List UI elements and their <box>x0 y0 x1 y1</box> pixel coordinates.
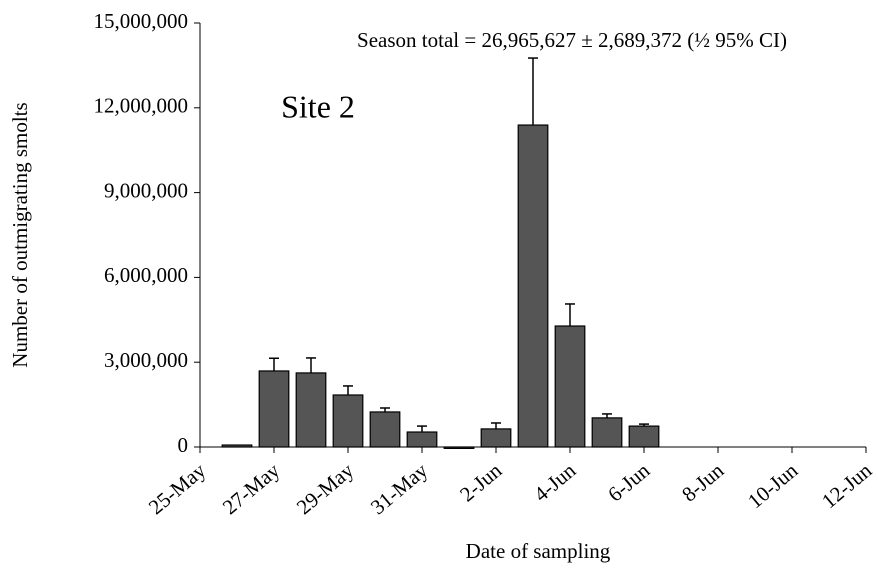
bar <box>332 394 364 448</box>
bar <box>443 446 475 450</box>
x-tick-label: 6-Jun <box>603 458 655 507</box>
x-tick-label: 12-Jun <box>817 458 877 513</box>
bar <box>517 124 549 448</box>
x-tick-label: 29-May <box>292 458 359 519</box>
x-tick-label: 27-May <box>218 458 285 519</box>
y-tick-label: 3,000,000 <box>104 348 188 372</box>
x-tick-label: 25-May <box>144 458 211 519</box>
y-tick-label: 15,000,000 <box>94 9 189 33</box>
y-tick-label: 12,000,000 <box>94 94 189 118</box>
bar <box>480 428 512 448</box>
y-tick-label: 6,000,000 <box>104 263 188 287</box>
x-tick-label: 8-Jun <box>677 458 729 507</box>
y-tick-label: 0 <box>178 433 189 457</box>
x-tick-label: 4-Jun <box>529 458 581 507</box>
bar <box>295 372 327 448</box>
bar <box>406 431 438 448</box>
bar <box>369 411 401 448</box>
x-tick-label: 31-May <box>366 458 433 519</box>
bar <box>591 417 623 448</box>
bar <box>628 425 660 448</box>
bar <box>221 444 253 448</box>
season-total: Season total = 26,965,627 ± 2,689,372 (½… <box>357 28 787 52</box>
site-label: Site 2 <box>281 88 355 124</box>
x-tick-label: 2-Jun <box>455 458 507 507</box>
y-axis-label: Number of outmigrating smolts <box>8 102 32 367</box>
x-axis-label: Date of sampling <box>466 539 611 563</box>
bar <box>554 325 586 448</box>
bar <box>258 370 290 448</box>
y-tick-label: 9,000,000 <box>104 178 188 202</box>
x-tick-label: 10-Jun <box>743 458 803 513</box>
